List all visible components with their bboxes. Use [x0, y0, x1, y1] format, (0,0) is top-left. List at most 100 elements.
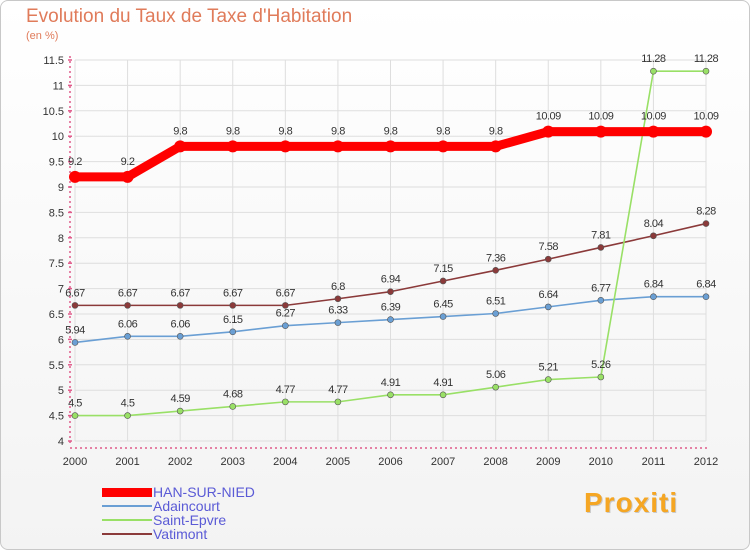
data-label-saint-epvre: 4.5	[121, 398, 135, 410]
data-label-saint-epvre: 11.28	[641, 53, 666, 65]
data-point-vatimont	[334, 295, 342, 303]
data-label-vatimont: 7.81	[591, 229, 611, 241]
x-tick-label: 2002	[168, 456, 192, 468]
data-point-han-sur-nied	[437, 140, 450, 153]
y-tick-label: 6	[58, 334, 64, 346]
data-point-saint-epvre	[176, 407, 184, 415]
data-label-adaincourt: 6.64	[539, 289, 559, 301]
data-point-adaincourt	[124, 333, 131, 340]
data-point-vatimont	[229, 302, 237, 309]
x-tick-label: 2000	[63, 456, 87, 468]
data-point-han-sur-nied	[489, 140, 502, 153]
data-point-adaincourt	[597, 296, 605, 304]
data-point-vatimont	[71, 302, 79, 309]
x-tick-label: 2001	[115, 456, 139, 468]
data-label-vatimont: 8.04	[644, 218, 664, 230]
data-label-vatimont: 6.67	[170, 287, 190, 299]
y-tick-label: 10.5	[43, 106, 64, 118]
x-tick-label: 2011	[642, 456, 666, 468]
data-point-saint-epvre	[439, 391, 447, 399]
data-point-han-sur-nied	[174, 140, 187, 153]
data-label-han-sur-nied: 10.09	[536, 111, 561, 123]
data-point-saint-epvre	[387, 391, 394, 399]
data-point-vatimont	[492, 267, 499, 274]
data-point-adaincourt	[439, 313, 447, 320]
data-point-han-sur-nied	[594, 125, 607, 138]
x-tick-label: 2004	[273, 456, 297, 468]
data-label-saint-epvre: 5.21	[539, 362, 559, 374]
data-label-adaincourt: 6.84	[644, 279, 664, 291]
data-point-han-sur-nied	[279, 140, 292, 153]
data-point-saint-epvre	[282, 398, 289, 406]
proxiti-logo: Proxiti	[584, 487, 679, 518]
y-tick-label: 5.5	[49, 360, 64, 372]
data-point-adaincourt	[387, 316, 394, 323]
data-label-vatimont: 6.67	[276, 287, 296, 299]
data-point-han-sur-nied	[69, 170, 81, 183]
data-label-adaincourt: 6.45	[433, 299, 453, 311]
data-label-adaincourt: 6.06	[118, 318, 138, 330]
x-tick-label: 2009	[536, 456, 560, 468]
data-point-saint-epvre	[334, 398, 342, 406]
data-point-saint-epvre	[702, 67, 710, 75]
data-label-han-sur-nied: 10.09	[693, 111, 718, 123]
data-label-han-sur-nied: 9.8	[331, 125, 345, 137]
data-label-vatimont: 6.8	[331, 281, 345, 293]
data-point-saint-epvre	[492, 383, 499, 391]
x-tick-label: 2008	[483, 456, 507, 468]
data-label-saint-epvre: 5.06	[486, 369, 506, 381]
data-label-adaincourt: 6.39	[381, 302, 401, 314]
data-point-vatimont	[439, 277, 447, 285]
y-tick-label: 5	[58, 385, 64, 397]
data-point-han-sur-nied	[542, 125, 555, 138]
data-label-saint-epvre: 5.26	[591, 359, 611, 371]
data-label-han-sur-nied: 10.09	[641, 111, 666, 123]
data-label-saint-epvre: 4.77	[276, 384, 296, 396]
x-tick-label: 2012	[694, 456, 718, 468]
series	[69, 67, 712, 419]
legend-label: Adaincourt	[153, 498, 220, 514]
data-label-han-sur-nied: 9.8	[384, 125, 398, 137]
data-label-adaincourt: 6.06	[170, 318, 190, 330]
data-point-saint-epvre	[124, 412, 131, 419]
chart-title: Evolution du Taux de Taxe d'Habitation	[26, 6, 353, 27]
chart-subtitle: (en %)	[26, 30, 59, 42]
y-tick-label: 11	[53, 80, 64, 92]
y-tick-label: 4.5	[49, 411, 64, 423]
data-point-adaincourt	[492, 310, 499, 317]
data-point-adaincourt	[650, 293, 657, 301]
y-tick-label: 7	[58, 284, 64, 296]
x-tick-label: 2006	[378, 456, 402, 468]
x-tick-label: 2003	[221, 456, 245, 468]
data-point-vatimont	[650, 232, 657, 240]
data-point-vatimont	[544, 255, 552, 263]
data-point-han-sur-nied	[226, 140, 239, 153]
data-label-vatimont: 6.67	[118, 287, 138, 299]
data-label-saint-epvre: 4.68	[223, 388, 243, 400]
data-point-han-sur-nied	[121, 170, 134, 183]
data-point-adaincourt	[176, 333, 184, 340]
legend-label: Vatimont	[153, 526, 208, 542]
data-point-vatimont	[597, 244, 605, 251]
data-label-vatimont: 7.58	[539, 241, 559, 253]
data-point-adaincourt	[229, 328, 237, 336]
data-label-vatimont: 6.94	[381, 274, 401, 286]
data-label-han-sur-nied: 9.8	[226, 125, 240, 137]
data-point-vatimont	[282, 302, 289, 309]
y-tick-label: 7.5	[49, 258, 64, 270]
data-label-saint-epvre: 4.91	[433, 377, 453, 389]
x-tick-label: 2010	[589, 456, 613, 468]
data-point-vatimont	[702, 220, 710, 227]
legend-label: Saint-Epvre	[153, 512, 227, 528]
data-label-vatimont: 6.67	[65, 287, 85, 299]
data-point-saint-epvre	[597, 373, 605, 381]
legend-swatch	[102, 533, 152, 535]
axes: 44.555.566.577.588.599.51010.51111.52000…	[43, 55, 719, 468]
data-label-saint-epvre: 4.59	[170, 393, 190, 405]
data-label-vatimont: 6.67	[223, 287, 243, 299]
y-tick-label: 11.5	[43, 55, 64, 67]
data-labels: 5.94 6.06 6.06 6.15 6.27 6.33 6.39 6.45 6.51 6.64…	[65, 53, 719, 409]
grid	[74, 59, 707, 442]
data-label-han-sur-nied: 9.2	[121, 156, 135, 168]
